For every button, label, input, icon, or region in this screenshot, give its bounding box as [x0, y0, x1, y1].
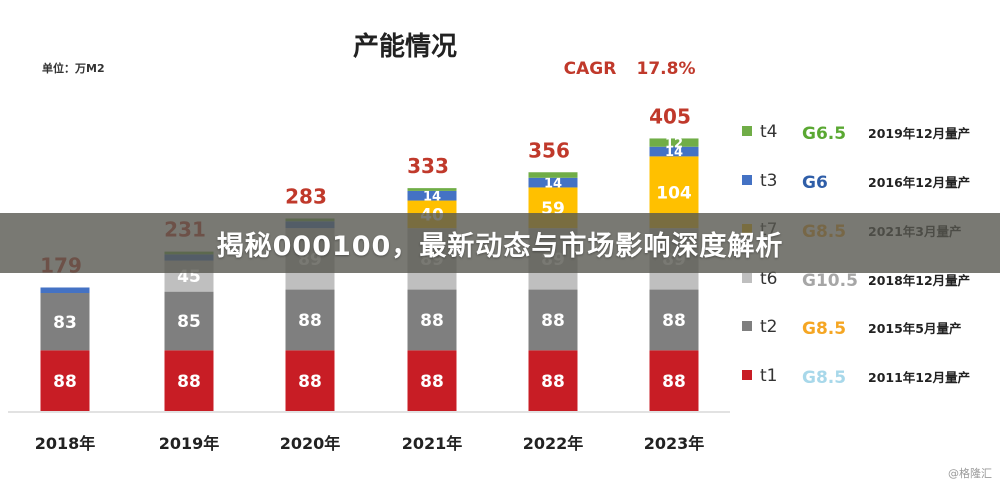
legend-name-t1: t1 [760, 366, 777, 386]
bar-t2-4 [407, 289, 457, 351]
legend-swatch-t2 [742, 321, 752, 331]
bar-t4-4 [407, 188, 457, 191]
x-tick-label-2: 2019年 [159, 434, 220, 453]
bar-t1-3 [285, 350, 335, 411]
bar-t1-1 [40, 350, 90, 411]
legend-name-t6: t6 [760, 269, 777, 289]
unit-label: 单位：万M2 [42, 61, 105, 75]
bar-t1-2 [164, 350, 214, 411]
legend-date-t6: 2018年12月量产 [868, 273, 970, 288]
legend-name-t3: t3 [760, 171, 777, 191]
x-tick-label-1: 2018年 [35, 434, 96, 453]
watermark: @格隆汇 [948, 467, 992, 480]
headline-text: 揭秘000100，最新动态与市场影响深度解析 [216, 230, 784, 262]
x-tick-label-4: 2021年 [402, 434, 463, 453]
bar-label-t1-3: 88 [298, 372, 322, 392]
bar-label-t2-1: 83 [53, 313, 77, 333]
legend-swatch-t1 [742, 370, 752, 380]
bar-t4-6 [649, 138, 699, 147]
cagr-label: CAGR [564, 59, 617, 79]
bar-t1-6 [649, 350, 699, 411]
legend-generation-t3: G6 [802, 173, 828, 193]
bar-t1-4 [407, 350, 457, 411]
legend-swatch-t4 [742, 126, 752, 136]
bar-label-t1-2: 88 [177, 372, 201, 392]
bar-label-t1-5: 88 [541, 372, 565, 392]
legend-date-t4: 2019年12月量产 [868, 126, 970, 141]
bar-label-t2-3: 88 [298, 311, 322, 331]
x-tick-label-5: 2022年 [523, 434, 584, 453]
legend-generation-t2: G8.5 [802, 319, 846, 339]
bar-label-t1-6: 88 [662, 372, 686, 392]
bar-t1-5 [528, 350, 578, 411]
bar-label-t1-4: 88 [420, 372, 444, 392]
legend-name-t4: t4 [760, 122, 777, 142]
bar-label-t7-6: 104 [656, 183, 692, 203]
legend-generation-t6: G10.5 [802, 271, 858, 291]
headline-banner: 揭秘000100，最新动态与市场影响深度解析 [0, 213, 1000, 273]
legend-generation-t1: G8.5 [802, 368, 846, 388]
bar-t3-5 [528, 177, 578, 188]
legend-date-t3: 2016年12月量产 [868, 175, 970, 190]
legend-date-t1: 2011年12月量产 [868, 370, 970, 385]
legend-generation-t4: G6.5 [802, 124, 846, 144]
cagr-value: 17.8% [637, 59, 696, 79]
bar-t2-3 [285, 289, 335, 351]
bar-label-t2-6: 88 [662, 311, 686, 331]
legend-swatch-t6 [742, 273, 752, 283]
bar-t3-4 [407, 190, 457, 201]
bar-label-t2-4: 88 [420, 311, 444, 331]
bar-label-t2-2: 85 [177, 312, 201, 332]
bar-label-t3-5: 14 [544, 176, 562, 191]
x-tick-label-6: 2023年 [644, 434, 705, 453]
total-label-3: 283 [285, 184, 327, 208]
bar-t3-1 [40, 287, 90, 294]
bar-label-t3-6: 14 [665, 145, 683, 160]
bar-t2-6 [649, 289, 699, 351]
legend-swatch-t3 [742, 175, 752, 185]
bar-t2-1 [40, 293, 90, 351]
bar-t4-5 [528, 172, 578, 178]
total-label-4: 333 [407, 154, 449, 178]
total-label-6: 405 [649, 104, 691, 128]
bar-t2-5 [528, 289, 578, 351]
bar-label-t1-1: 88 [53, 372, 77, 392]
bar-label-t2-5: 88 [541, 311, 565, 331]
chart-title: 产能情况 [353, 31, 457, 62]
bar-label-t3-4: 14 [423, 189, 441, 204]
total-label-5: 356 [528, 138, 570, 162]
bar-label-t4-6: 12 [665, 136, 683, 151]
legend-name-t2: t2 [760, 317, 777, 337]
x-tick-label-3: 2020年 [280, 434, 341, 453]
bar-t2-2 [164, 291, 214, 351]
bar-t3-6 [649, 146, 699, 157]
legend-date-t2: 2015年5月量产 [868, 321, 962, 336]
